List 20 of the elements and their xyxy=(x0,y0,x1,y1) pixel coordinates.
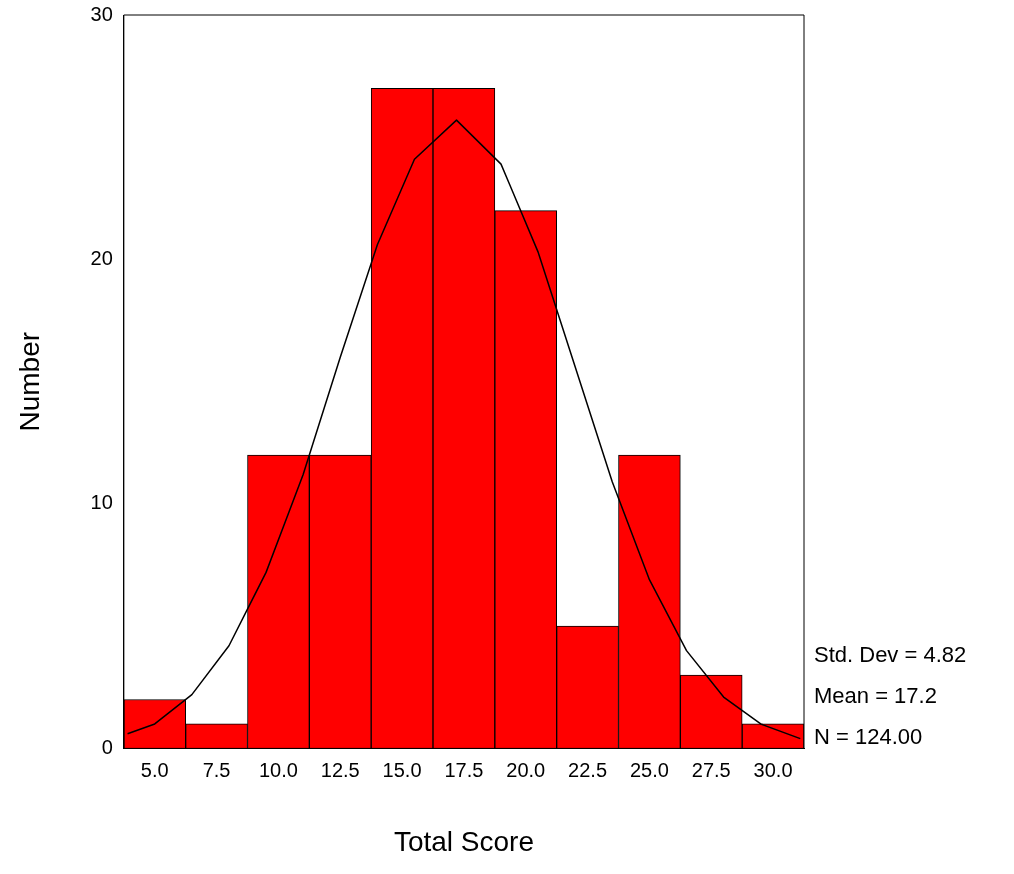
text: N = 124.00 xyxy=(814,724,923,750)
x-tick-label: 12.5 xyxy=(320,758,360,781)
x-tick-label: 22.5 xyxy=(568,758,608,781)
x-axis-title: Total Score xyxy=(393,825,534,857)
y-axis-title: Number xyxy=(13,331,45,432)
y-tick-label: 10 xyxy=(90,491,113,514)
x-tick-label: 27.5 xyxy=(691,758,731,781)
y-tick-label: 20 xyxy=(90,246,113,269)
x-tick-label: 25.0 xyxy=(629,758,669,781)
text: Std. Dev = 4.82 xyxy=(814,642,967,668)
x-tick-label: 7.5 xyxy=(202,758,231,781)
text: Mean = 17.2 xyxy=(814,683,937,709)
x-tick-label: 17.5 xyxy=(444,758,484,781)
y-tick-label: 30 xyxy=(90,2,113,25)
y-tick-label: 0 xyxy=(101,735,113,758)
x-tick-label: 30.0 xyxy=(753,758,793,781)
x-tick-label: 10.0 xyxy=(258,758,298,781)
x-tick-label: 5.0 xyxy=(140,758,169,781)
x-tick-label: 20.0 xyxy=(506,758,546,781)
x-tick-label: 15.0 xyxy=(382,758,422,781)
